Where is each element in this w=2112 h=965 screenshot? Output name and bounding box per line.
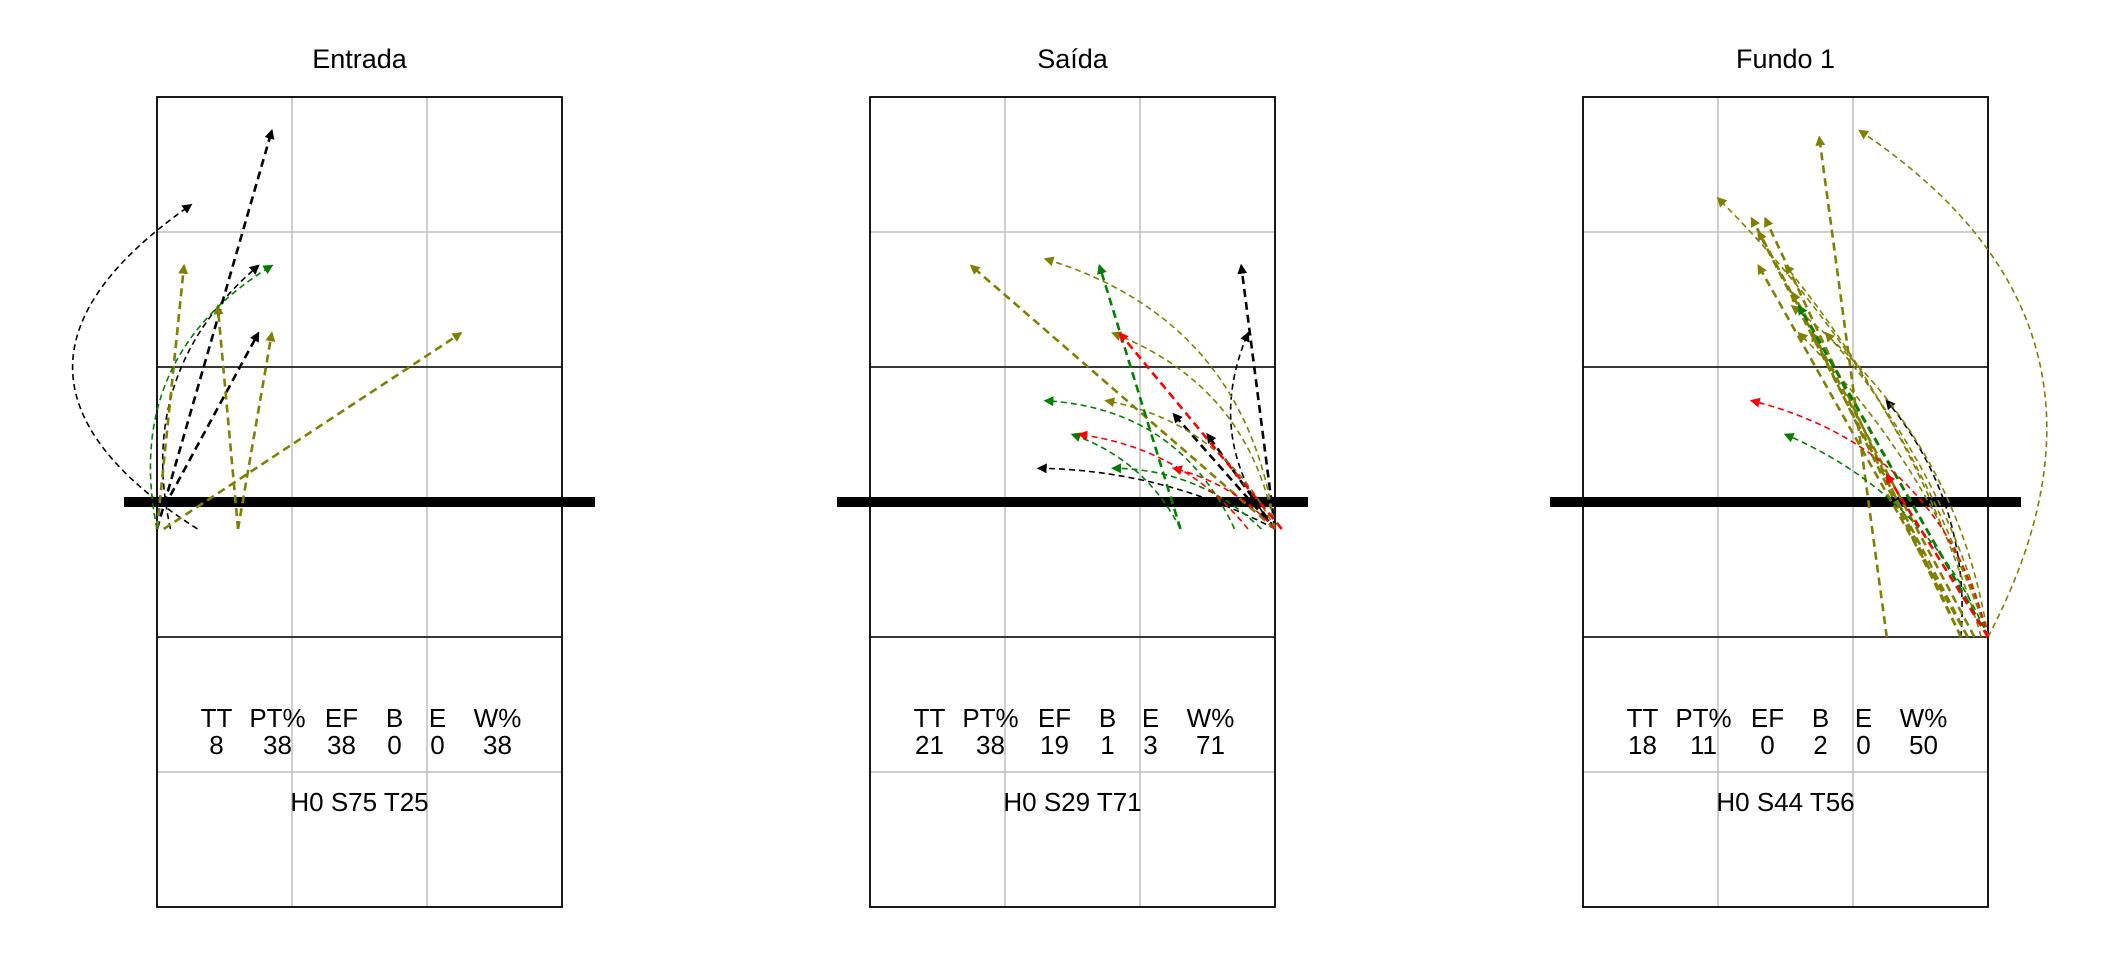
trajectory-arrow — [1043, 396, 1236, 530]
court-panel-1: Entrada TT PT% EF B E W% 8 38 38 0 0 38 H0 S75 T25 — [71, 44, 595, 908]
trajectory-arrow — [161, 264, 260, 530]
trajectory-arrow — [169, 331, 260, 496]
stats-value-cell: 3 — [1143, 730, 1157, 760]
stats-header-cell: W% — [1187, 703, 1235, 733]
trajectory-arrow — [1229, 331, 1276, 530]
trajectory-arrow — [1097, 263, 1182, 530]
panel-title: Saída — [1037, 44, 1109, 74]
stats-header-cell: EF — [1751, 703, 1784, 733]
trajectory-arrow — [155, 128, 275, 530]
stats-header-cell: PT% — [1675, 703, 1731, 733]
trajectory-arrow — [1757, 264, 1969, 638]
stats-header-cell: EF — [325, 703, 358, 733]
trajectory-arrow — [969, 264, 1276, 530]
summary-label: H0 S29 T71 — [1003, 787, 1141, 817]
trajectory-arrow — [1070, 432, 1182, 530]
trajectory-arrow — [163, 332, 463, 531]
stats-header-cell: W% — [1900, 703, 1948, 733]
stats-value-cell: 19 — [1040, 730, 1069, 760]
trajectory-arrow — [1885, 399, 1963, 638]
stats-value-cell: 21 — [915, 730, 944, 760]
stats-header-cell: E — [1855, 703, 1872, 733]
trajectory-arrow — [1111, 331, 1276, 530]
stats-header-cell: TT — [201, 703, 233, 733]
trajectory-arrow — [1811, 331, 1963, 638]
stats-value-cell: 2 — [1813, 730, 1827, 760]
stats-value-cell: 38 — [483, 730, 512, 760]
stats-value-cell: 50 — [1909, 730, 1938, 760]
trajectory-arrow — [71, 203, 198, 530]
panel-title: Entrada — [312, 44, 408, 74]
trajectory-arrow — [1043, 256, 1276, 530]
trajectory-arrow — [213, 304, 240, 530]
stats-value-cell: 0 — [1856, 730, 1870, 760]
trajectory-arrow — [1797, 304, 1990, 638]
stats-header-cell: B — [1099, 703, 1116, 733]
trajectory-arrow — [1783, 433, 1989, 638]
panel-title: Fundo 1 — [1736, 44, 1835, 74]
stats-header-cell: E — [429, 703, 446, 733]
trajectory-arrow — [1885, 473, 1990, 638]
trajectory-arrow — [1036, 463, 1276, 530]
stats-header-cell: TT — [914, 703, 946, 733]
stats-header-cell: B — [386, 703, 403, 733]
trajectory-arrow — [1237, 263, 1277, 530]
stats-value-cell: 1 — [1100, 730, 1114, 760]
stats-header-cell: EF — [1038, 703, 1071, 733]
stats-header-cell: E — [1142, 703, 1159, 733]
trajectory-arrow — [236, 331, 276, 530]
trajectory-arrow — [1104, 397, 1276, 530]
summary-label: H0 S44 T56 — [1716, 787, 1854, 817]
trajectory-arrow — [1797, 331, 1989, 638]
trajectory-arrow — [1749, 397, 1989, 638]
trajectory-arrow — [1750, 216, 1976, 638]
stats-header-cell: PT% — [962, 703, 1018, 733]
stats-value-cell: 38 — [327, 730, 356, 760]
trajectory-arrow — [149, 264, 274, 530]
stats-value-cell: 38 — [976, 730, 1005, 760]
trajectory-arrow — [1784, 264, 1983, 638]
trajectory-arrow — [155, 263, 189, 530]
trajectory-arrow — [1077, 430, 1249, 530]
stats-value-cell: 18 — [1628, 730, 1657, 760]
trajectory-arrow — [1815, 135, 1889, 638]
trajectory-arrow — [1118, 331, 1283, 530]
stats-value-cell: 0 — [1760, 730, 1774, 760]
stats-header-cell: TT — [1627, 703, 1659, 733]
trajectory-arrow — [1858, 129, 2048, 638]
stats-header-cell: B — [1812, 703, 1829, 733]
stats-value-cell: 0 — [430, 730, 444, 760]
trajectory-arrow — [1790, 305, 1989, 638]
stats-header-cell: PT% — [249, 703, 305, 733]
trajectory-arrow — [1824, 331, 1989, 638]
trajectory-arrow — [1206, 432, 1277, 530]
court-panel-2: Saída TT PT% EF B E W% 21 38 19 1 3 71 H0 S29 T71 — [837, 44, 1308, 908]
stats-value-cell: 38 — [263, 730, 292, 760]
stats-value-cell: 11 — [1690, 730, 1717, 760]
stats-value-cell: 0 — [387, 730, 401, 760]
stats-header-cell: W% — [474, 703, 522, 733]
trajectory-arrow — [1171, 465, 1276, 530]
stats-value-cell: 8 — [209, 730, 223, 760]
trajectory-arrow — [1111, 463, 1263, 530]
summary-label: H0 S75 T25 — [290, 787, 428, 817]
stats-value-cell: 71 — [1196, 730, 1225, 760]
